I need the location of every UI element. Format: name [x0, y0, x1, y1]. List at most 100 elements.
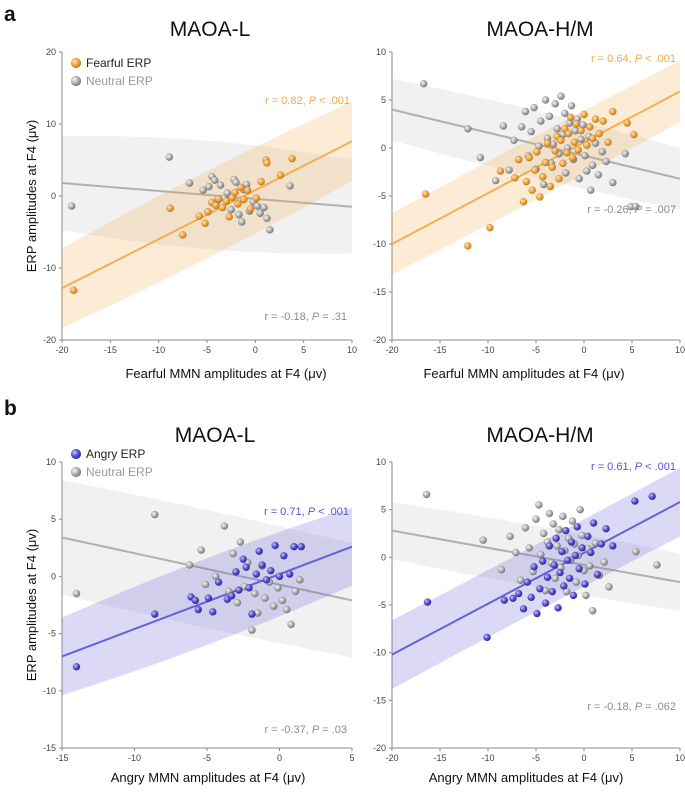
data-point: [216, 181, 225, 189]
data-point: [204, 208, 212, 216]
fit-line: [62, 545, 352, 658]
data-point: [537, 117, 545, 125]
data-point: [585, 123, 594, 131]
data-point: [248, 610, 256, 618]
legend-marker: [70, 75, 82, 87]
data-point: [583, 167, 591, 175]
data-point: [566, 113, 575, 122]
x-tick-label: 5: [301, 345, 306, 355]
data-point: [231, 188, 239, 197]
data-point: [571, 551, 580, 560]
y-axis-label: ERP amplitudes at F4 (μv): [24, 120, 39, 272]
data-point: [538, 557, 547, 565]
data-point: [536, 193, 544, 201]
data-point: [509, 594, 517, 603]
data-point: [222, 197, 231, 205]
data-point: [532, 515, 540, 524]
data-point: [179, 231, 187, 239]
data-point: [581, 151, 589, 160]
data-point: [597, 540, 606, 548]
fit-line: [62, 182, 352, 208]
x-tick-label: -20: [55, 345, 68, 355]
data-point: [242, 563, 250, 572]
data-point: [541, 599, 550, 607]
data-point: [575, 174, 584, 183]
data-point: [537, 550, 545, 559]
data-point: [568, 517, 577, 525]
data-point: [191, 596, 200, 605]
data-point: [214, 578, 223, 586]
data-point: [541, 158, 550, 167]
y-axis-label: ERP amplitudes at F4 (μv): [24, 529, 39, 681]
stat-label: r = -0.37, P = .03: [264, 724, 347, 736]
data-point: [185, 561, 194, 569]
data-point: [574, 146, 583, 154]
x-tick-label: -15: [55, 753, 68, 763]
x-tick-label: -5: [203, 753, 211, 763]
x-tick-label: -15: [433, 345, 446, 355]
panel-label-a: a: [4, 3, 16, 26]
data-point: [276, 171, 285, 179]
data-point: [538, 172, 547, 181]
y-tick-label: -20: [43, 335, 56, 345]
legend-label: Fearful ERP: [86, 56, 151, 70]
data-point: [535, 501, 543, 509]
chart-title: MAOA-H/M: [486, 18, 593, 41]
data-point: [505, 166, 513, 174]
x-tick-label: 5: [629, 753, 634, 763]
stat-label: r = -0.18, P = .31: [264, 311, 347, 323]
data-point: [421, 190, 430, 198]
data-point: [549, 520, 558, 528]
y-tick-label: -20: [373, 743, 386, 753]
legend-marker: [70, 57, 82, 69]
data-point: [185, 179, 194, 187]
y-tick-label: 0: [381, 552, 386, 562]
data-point: [511, 173, 519, 182]
data-point: [521, 523, 530, 532]
data-point: [514, 155, 523, 164]
data-point: [578, 544, 586, 552]
y-tick-label: -10: [373, 239, 386, 249]
data-point: [194, 605, 203, 614]
x-axis-label: Fearful MMN amplitudes at F4 (μv): [423, 366, 624, 381]
x-tick-label: 5: [349, 753, 354, 763]
data-point: [165, 153, 174, 161]
x-tick-label: -5: [532, 753, 540, 763]
data-point: [599, 117, 608, 125]
data-point: [561, 526, 570, 535]
data-point: [516, 576, 525, 585]
data-point: [557, 136, 565, 145]
stat-label: r = -0.26, P = .007: [587, 204, 676, 216]
data-point: [551, 574, 560, 583]
data-point: [245, 584, 253, 592]
x-tick-label: -10: [128, 753, 141, 763]
y-tick-label: 10: [376, 47, 386, 57]
x-tick-label: 10: [675, 345, 685, 355]
data-point: [545, 542, 554, 550]
data-point: [201, 219, 209, 228]
data-point: [496, 167, 505, 175]
y-tick-label: 10: [46, 119, 56, 129]
data-point: [253, 202, 262, 210]
data-point: [195, 212, 204, 220]
data-point: [527, 127, 536, 136]
data-point: [572, 120, 581, 128]
y-tick-label: 5: [381, 505, 386, 515]
data-point: [514, 589, 523, 598]
data-point: [291, 587, 300, 596]
data-point: [261, 594, 269, 602]
stat-label: r = 0.71, P < .001: [264, 506, 349, 518]
y-tick-label: 10: [376, 457, 386, 467]
y-tick-label: -20: [373, 335, 386, 345]
data-point: [523, 578, 532, 586]
data-point: [208, 608, 217, 616]
data-point: [586, 548, 595, 557]
data-point: [570, 138, 579, 147]
data-point: [525, 153, 534, 162]
data-point: [232, 178, 240, 187]
data-point: [232, 568, 240, 576]
x-tick-label: -5: [203, 345, 211, 355]
x-axis-label: Angry MMN amplitudes at F4 (μv): [111, 770, 306, 785]
data-point: [423, 598, 432, 606]
